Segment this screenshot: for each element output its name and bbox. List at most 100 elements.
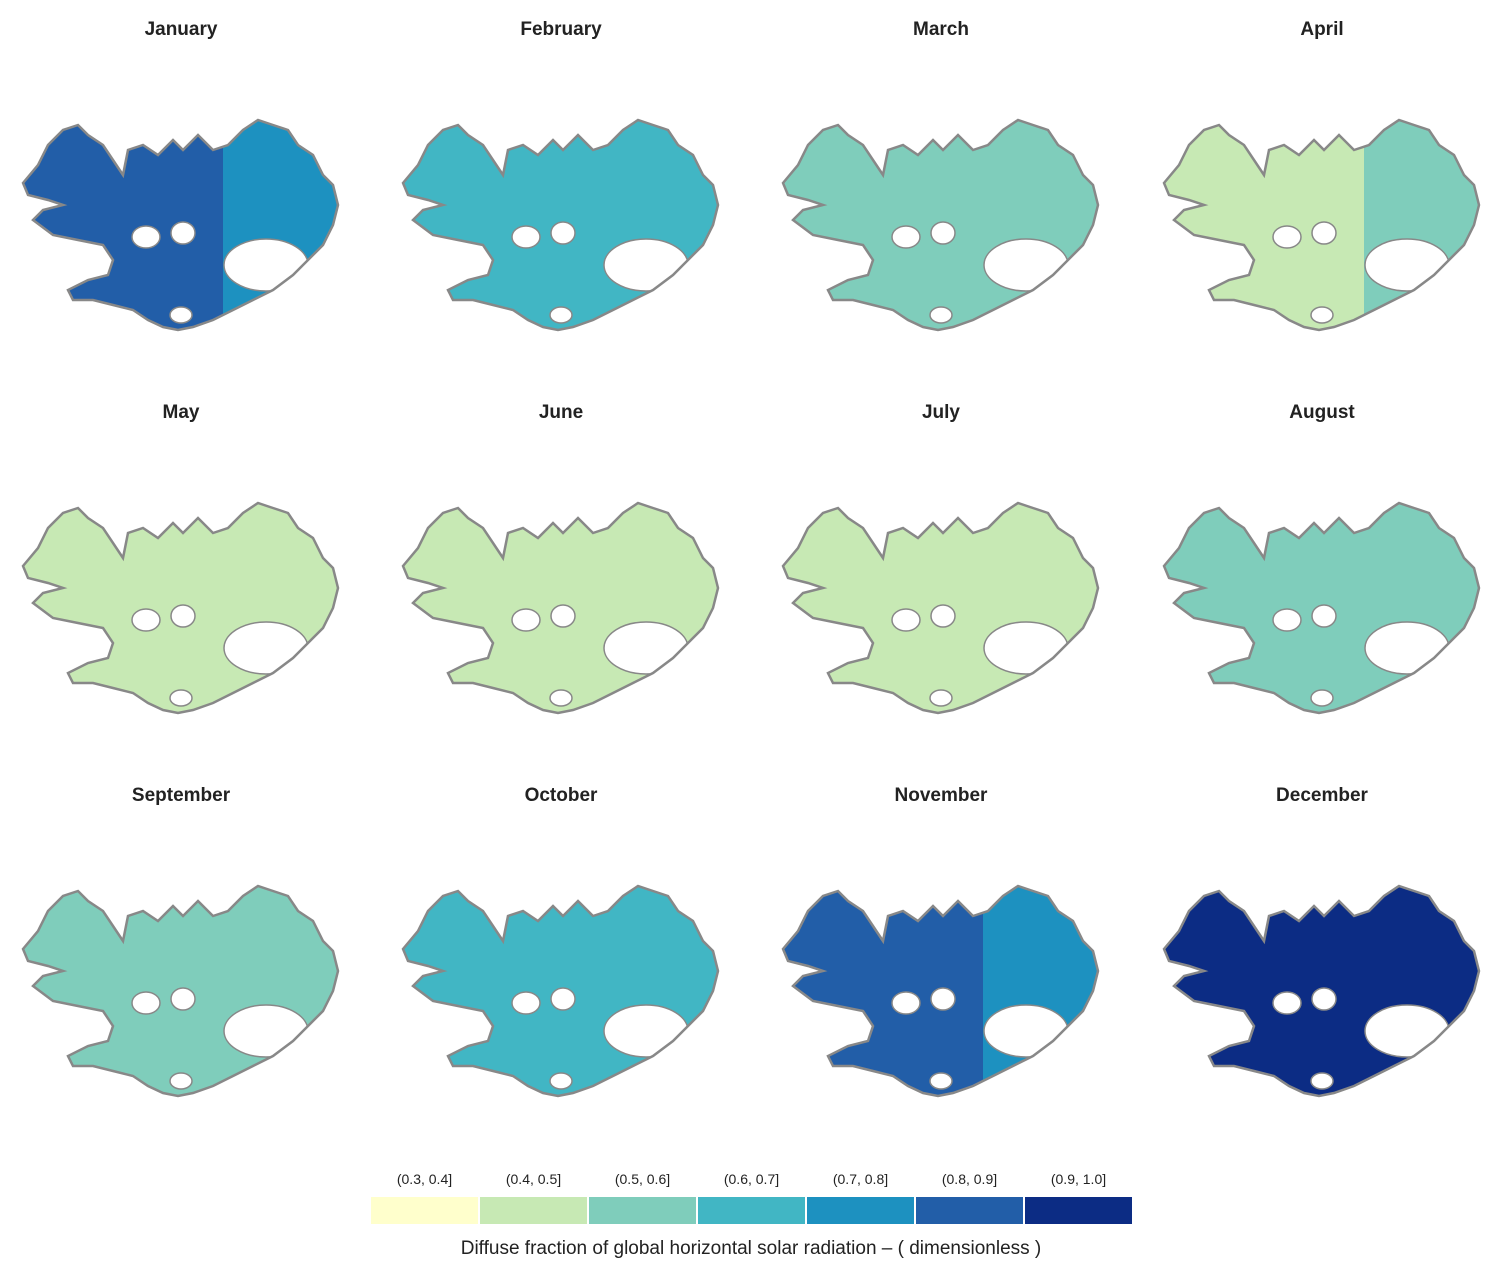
legend-swatch — [916, 1197, 1023, 1224]
map-fill — [783, 503, 1098, 713]
glacier — [131, 225, 161, 249]
glacier — [1311, 604, 1337, 628]
glacier — [550, 221, 576, 245]
glacier — [223, 621, 309, 675]
panel-title: October — [525, 785, 598, 806]
legend-swatch — [480, 1197, 587, 1224]
glacier — [169, 1072, 193, 1090]
glacier — [983, 1004, 1069, 1058]
region-east — [223, 503, 338, 713]
panel-title: November — [895, 785, 989, 806]
glacier — [603, 1004, 689, 1058]
glacier — [891, 225, 921, 249]
panel-title: March — [913, 19, 969, 40]
panel-title: December — [1276, 785, 1368, 806]
legend-label: (0.8, 0.9] — [942, 1171, 997, 1187]
glacier — [1364, 238, 1450, 292]
glacier — [983, 238, 1069, 292]
panel-title: February — [520, 19, 602, 40]
map — [781, 118, 1100, 332]
glacier — [983, 621, 1069, 675]
glacier — [1310, 689, 1334, 707]
map-fill — [403, 886, 718, 1096]
glacier — [550, 987, 576, 1011]
region-east — [983, 503, 1098, 713]
map-fill — [1164, 120, 1479, 330]
region-east — [983, 120, 1098, 330]
glacier — [1311, 987, 1337, 1011]
glacier — [223, 238, 309, 292]
map — [401, 501, 720, 715]
region-east — [603, 886, 718, 1096]
glacier — [929, 689, 953, 707]
map — [21, 884, 340, 1098]
legend-swatch — [371, 1197, 478, 1224]
glacier — [169, 689, 193, 707]
glacier — [891, 991, 921, 1015]
legend-label: (0.4, 0.5] — [506, 1171, 561, 1187]
glacier — [930, 987, 956, 1011]
region-east — [1364, 886, 1479, 1096]
glacier — [1272, 991, 1302, 1015]
glacier — [929, 306, 953, 324]
glacier — [170, 987, 196, 1011]
panel-title: June — [539, 402, 583, 423]
map — [21, 118, 340, 332]
glacier — [1310, 306, 1334, 324]
glacier — [549, 306, 573, 324]
glacier — [170, 221, 196, 245]
legend-title: Diffuse fraction of global horizontal so… — [461, 1238, 1042, 1259]
map — [401, 884, 720, 1098]
glacier — [929, 1072, 953, 1090]
region-east — [223, 886, 338, 1096]
region-east — [1364, 503, 1479, 713]
glacier — [930, 604, 956, 628]
glacier — [1272, 608, 1302, 632]
map-fill — [23, 120, 338, 330]
map — [1162, 884, 1481, 1098]
map-fill — [403, 120, 718, 330]
map-fill — [1164, 886, 1479, 1096]
region-east — [1364, 120, 1479, 330]
glacier — [603, 238, 689, 292]
map-fill — [783, 120, 1098, 330]
glacier — [549, 689, 573, 707]
map — [781, 884, 1100, 1098]
map — [781, 501, 1100, 715]
panel-title: September — [132, 785, 231, 806]
glacier — [1364, 1004, 1450, 1058]
panel-title: April — [1300, 19, 1343, 40]
panel-title: May — [163, 402, 200, 423]
legend-label: (0.7, 0.8] — [833, 1171, 888, 1187]
glacier — [511, 225, 541, 249]
glacier — [511, 608, 541, 632]
legend-label: (0.9, 1.0] — [1051, 1171, 1106, 1187]
legend-label: (0.5, 0.6] — [615, 1171, 670, 1187]
glacier — [603, 621, 689, 675]
legend-swatch — [589, 1197, 696, 1224]
region-east — [603, 120, 718, 330]
map-fill — [403, 503, 718, 713]
glacier — [550, 604, 576, 628]
region-east — [603, 503, 718, 713]
legend-swatch — [698, 1197, 805, 1224]
legend-swatch — [1025, 1197, 1132, 1224]
panel-title: July — [922, 402, 960, 423]
panel-title: August — [1289, 402, 1355, 423]
map — [401, 118, 720, 332]
glacier — [891, 608, 921, 632]
glacier — [1310, 1072, 1334, 1090]
glacier — [511, 991, 541, 1015]
legend-swatch — [807, 1197, 914, 1224]
glacier — [170, 604, 196, 628]
glacier — [930, 221, 956, 245]
region-east — [983, 886, 1098, 1096]
map — [1162, 501, 1481, 715]
legend-label: (0.6, 0.7] — [724, 1171, 779, 1187]
map-fill — [23, 886, 338, 1096]
map — [21, 501, 340, 715]
map-fill — [1164, 503, 1479, 713]
glacier — [131, 608, 161, 632]
glacier — [223, 1004, 309, 1058]
